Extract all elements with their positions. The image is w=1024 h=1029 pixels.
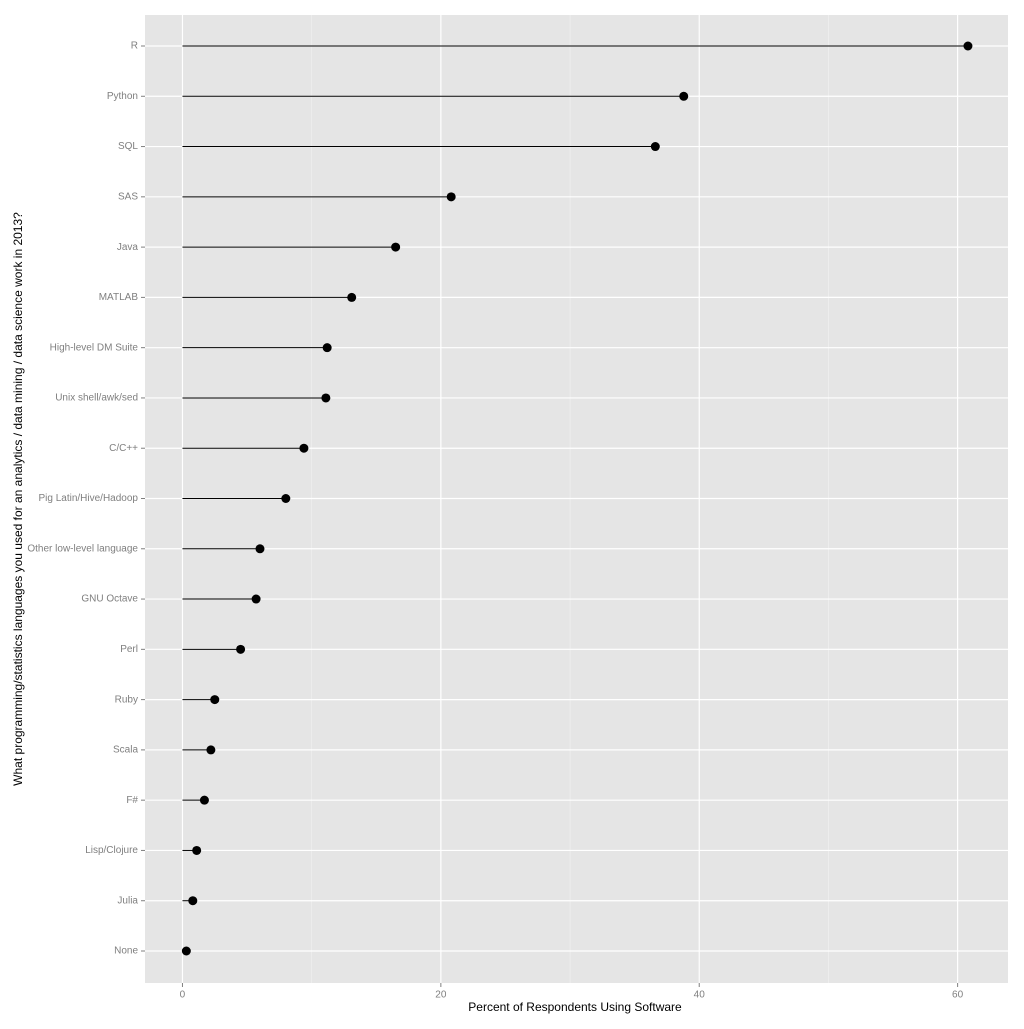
y-tick-label: SQL [118,141,138,152]
dot [206,745,216,755]
dot [446,192,456,202]
y-tick-label: Ruby [115,694,138,705]
y-tick-label: GNU Octave [81,594,138,605]
y-tick-label: None [114,946,138,957]
y-tick-label: Python [107,91,138,102]
y-tick-label: Perl [120,644,138,655]
dot [251,594,261,604]
dot [679,91,689,101]
dot [210,695,220,705]
dot [192,845,202,855]
y-tick-label: Other low-level language [27,543,138,554]
y-tick-label: F# [126,795,138,806]
dot [281,494,291,503]
dot [299,443,309,453]
y-tick-label: Java [117,242,139,253]
x-tick-label: 40 [694,990,706,1001]
dot [347,292,357,302]
x-tick-label: 0 [180,990,186,1001]
dot [963,41,973,51]
y-tick-label: SAS [118,191,138,202]
y-tick-label: Unix shell/awk/sed [55,393,138,404]
dot [391,242,401,252]
y-axis-title: What programming/statistics languages yo… [11,212,25,786]
dot [650,142,660,152]
dot [255,544,265,554]
y-tick-label: Lisp/Clojure [85,845,138,856]
dot [322,343,332,353]
dot [236,644,246,654]
x-tick-label: 60 [952,990,964,1001]
dot [321,393,331,403]
y-tick-label: R [131,41,138,52]
y-tick-label: Pig Latin/Hive/Hadoop [38,493,138,504]
y-tick-label: Scala [113,745,138,756]
x-axis-title: Percent of Respondents Using Software [468,1000,682,1014]
x-tick-label: 20 [435,990,447,1001]
y-tick-label: MATLAB [99,292,139,303]
y-tick-label: Julia [117,895,138,906]
dot [188,896,198,906]
dot [181,946,191,956]
dot [199,795,209,805]
y-tick-label: C/C++ [109,443,138,454]
y-tick-label: High-level DM Suite [50,342,139,353]
